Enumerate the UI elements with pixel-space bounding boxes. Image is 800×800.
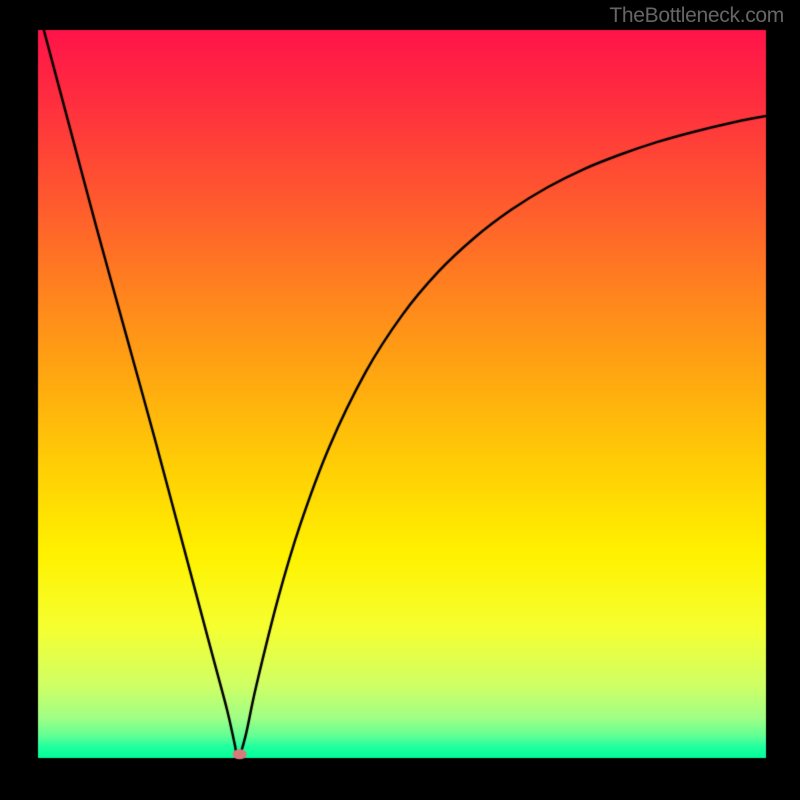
- bottleneck-chart-canvas: [0, 0, 800, 800]
- chart-container: TheBottleneck.com: [0, 0, 800, 800]
- watermark-text: TheBottleneck.com: [609, 4, 784, 28]
